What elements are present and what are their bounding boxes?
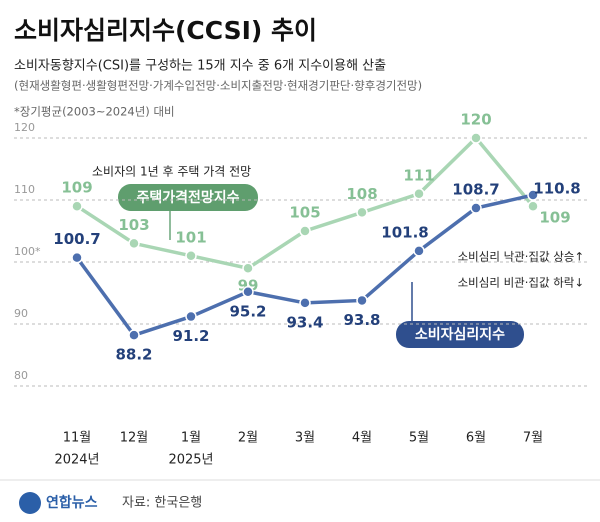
point [527, 200, 539, 212]
y-tick-label: 90 [14, 307, 28, 320]
data-label: 120 [460, 111, 491, 129]
series-label: 주택가격전망지수 [136, 189, 239, 206]
data-label: 95.2 [229, 302, 266, 320]
data-label: 105 [289, 204, 320, 222]
data-label: 101 [175, 228, 206, 246]
data-label: 109 [61, 179, 92, 197]
point [185, 250, 197, 262]
footnote: *장기평균(2003~2024년) 대비 [14, 105, 175, 119]
x-tick-label: 6월 [466, 431, 486, 446]
data-label: 93.4 [286, 313, 323, 331]
chart-title: 소비자심리지수(CCSI) 추이 [14, 16, 317, 45]
data-label: 110.8 [533, 180, 580, 198]
subtitle: 소비자동향지수(CSI)를 구성하는 15개 지수 중 6개 지수이용해 산출 [14, 59, 386, 74]
point [71, 251, 83, 264]
logo-icon [19, 492, 41, 514]
series-label-box [396, 321, 524, 348]
point [413, 245, 425, 257]
x-tick-label: 11월 [63, 431, 92, 446]
x-tick-label: 1월 [181, 431, 201, 446]
data-label: 100.7 [53, 230, 100, 248]
data-label: 109 [539, 209, 570, 227]
annotation: 소비심리 낙관·집값 상승↑ [458, 250, 584, 264]
data-label: 108.7 [452, 181, 499, 199]
x-tick-label: 12월 [120, 431, 149, 446]
point [470, 132, 482, 144]
point [413, 188, 425, 200]
point [527, 189, 539, 201]
y-tick-label: 120 [14, 121, 35, 134]
subtitle: (현재생활형편·생활형편전망·가계수입전망·소비지출전망·현재경기판단·향후경기… [14, 79, 422, 93]
logo: 연합뉴스 [46, 494, 98, 511]
y-tick-label: 110 [14, 183, 35, 196]
y-tick-label: 80 [14, 369, 28, 382]
x-tick-label: 2월 [238, 431, 258, 446]
point [242, 286, 254, 298]
point [185, 310, 197, 323]
point [356, 294, 368, 307]
point [299, 297, 311, 309]
x-tick-label: 3월 [295, 431, 315, 446]
data-label: 111 [403, 166, 434, 184]
point [242, 262, 254, 274]
x-tick-label: 5월 [409, 431, 429, 446]
data-label: 93.8 [343, 311, 380, 329]
point [71, 200, 83, 212]
point [299, 225, 311, 237]
series-label: 소비자심리지수 [415, 327, 505, 343]
data-label: 101.8 [381, 223, 428, 241]
point [470, 202, 482, 214]
source: 자료: 한국은행 [122, 495, 202, 511]
annotation: 소비자의 1년 후 주택 가격 전망 [92, 165, 251, 179]
x-tick-label: 4월 [352, 431, 372, 446]
data-label: 88.2 [115, 346, 152, 364]
data-label: 91.2 [172, 327, 209, 345]
x-tick-label: 2024년 [54, 453, 99, 468]
series-label-box [118, 184, 258, 211]
data-label: 103 [118, 216, 149, 234]
point [128, 237, 140, 250]
data-label: 108 [346, 185, 377, 203]
y-tick-label: 100* [14, 245, 41, 258]
point [356, 206, 368, 219]
x-tick-label: 2025년 [168, 453, 213, 468]
point [128, 329, 140, 341]
x-tick-label: 7월 [523, 431, 543, 446]
annotation: 소비심리 비관·집값 하락↓ [458, 276, 584, 290]
